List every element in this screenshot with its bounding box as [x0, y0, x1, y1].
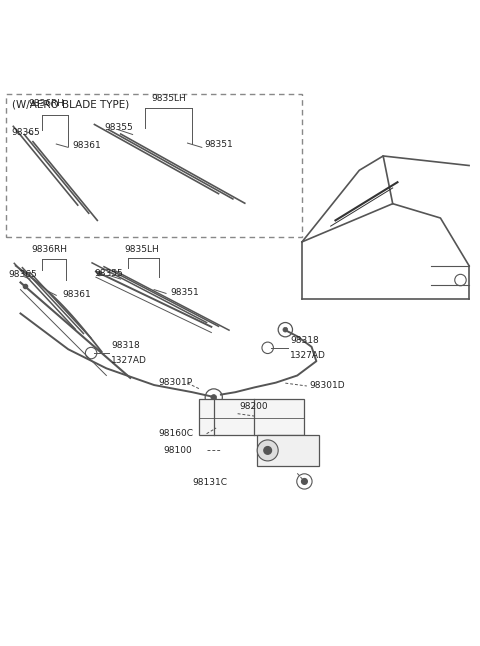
FancyBboxPatch shape — [257, 435, 319, 466]
Text: 98160C: 98160C — [159, 429, 194, 438]
Circle shape — [283, 328, 288, 332]
Text: 98365: 98365 — [11, 128, 40, 136]
Text: 98365: 98365 — [9, 270, 37, 279]
Text: 98355: 98355 — [95, 269, 123, 278]
Text: 9836RH: 9836RH — [29, 99, 65, 109]
Text: 98318: 98318 — [111, 341, 140, 350]
Circle shape — [211, 395, 216, 401]
Text: 98361: 98361 — [72, 141, 101, 150]
Text: 98355: 98355 — [104, 123, 133, 132]
Text: 9835LH: 9835LH — [151, 94, 186, 103]
Text: 98131C: 98131C — [192, 479, 227, 487]
Text: 98351: 98351 — [171, 288, 200, 297]
FancyBboxPatch shape — [199, 399, 304, 435]
Text: 98200: 98200 — [239, 402, 268, 412]
Text: 98351: 98351 — [204, 140, 233, 149]
Text: 98301P: 98301P — [158, 378, 192, 387]
Text: 98301D: 98301D — [309, 382, 345, 390]
Text: 1327AD: 1327AD — [111, 357, 147, 366]
Text: 9835LH: 9835LH — [125, 245, 159, 254]
Circle shape — [257, 440, 278, 461]
Text: (W/AERO BLADE TYPE): (W/AERO BLADE TYPE) — [12, 99, 129, 110]
Text: 98318: 98318 — [290, 336, 319, 345]
Text: 98100: 98100 — [164, 446, 192, 455]
Text: 98361: 98361 — [62, 290, 91, 299]
Text: 9836RH: 9836RH — [31, 245, 67, 255]
Text: 1327AD: 1327AD — [290, 351, 326, 360]
Circle shape — [301, 479, 307, 484]
Circle shape — [264, 446, 272, 454]
